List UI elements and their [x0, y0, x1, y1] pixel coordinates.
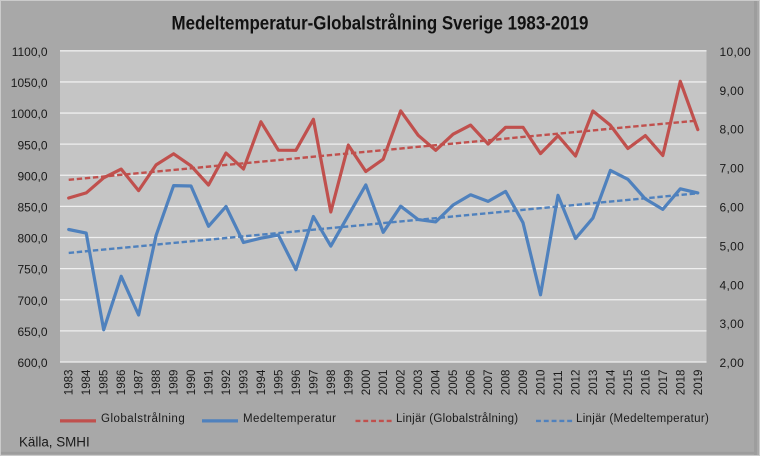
svg-text:2,00: 2,00: [720, 356, 745, 370]
svg-text:Linjär (Globalstrålning): Linjär (Globalstrålning): [396, 413, 518, 425]
svg-text:1000,0: 1000,0: [11, 107, 48, 121]
svg-text:2006: 2006: [466, 370, 478, 396]
svg-text:5,00: 5,00: [720, 239, 745, 253]
svg-text:2002: 2002: [396, 370, 408, 396]
svg-text:2014: 2014: [605, 369, 617, 395]
svg-text:2015: 2015: [623, 370, 635, 396]
svg-text:1984: 1984: [81, 369, 93, 395]
svg-text:2012: 2012: [571, 370, 583, 396]
svg-text:2011: 2011: [553, 370, 565, 395]
svg-text:6,00: 6,00: [720, 201, 745, 215]
svg-text:700,0: 700,0: [17, 294, 47, 308]
svg-text:Källa, SMHI: Källa, SMHI: [19, 434, 90, 449]
svg-text:1997: 1997: [308, 370, 320, 396]
svg-text:2019: 2019: [693, 370, 705, 396]
svg-text:1998: 1998: [326, 370, 338, 396]
svg-text:2000: 2000: [361, 370, 373, 396]
svg-text:850,0: 850,0: [17, 201, 47, 215]
svg-text:Medeltemperatur-Globalstrålnin: Medeltemperatur-Globalstrålning Sverige …: [172, 12, 589, 33]
svg-text:2010: 2010: [536, 370, 548, 396]
svg-text:800,0: 800,0: [17, 232, 47, 246]
svg-text:750,0: 750,0: [17, 263, 47, 277]
svg-text:2003: 2003: [413, 370, 425, 396]
svg-text:1990: 1990: [186, 370, 198, 396]
svg-text:1994: 1994: [256, 369, 268, 395]
svg-text:4,00: 4,00: [720, 278, 745, 292]
svg-text:Linjär (Medeltemperatur): Linjär (Medeltemperatur): [576, 413, 709, 425]
svg-text:8,00: 8,00: [720, 123, 745, 137]
svg-text:1999: 1999: [343, 370, 355, 396]
svg-text:10,00: 10,00: [720, 45, 752, 59]
svg-text:1996: 1996: [291, 370, 303, 396]
svg-text:1100,0: 1100,0: [12, 45, 48, 59]
svg-text:1983: 1983: [64, 370, 76, 396]
svg-text:1050,0: 1050,0: [11, 76, 48, 90]
svg-text:1985: 1985: [99, 370, 111, 396]
svg-text:900,0: 900,0: [17, 169, 47, 183]
svg-text:1989: 1989: [169, 370, 181, 396]
svg-text:1986: 1986: [116, 370, 128, 396]
svg-text:Medeltemperatur: Medeltemperatur: [243, 413, 336, 425]
svg-text:2001: 2001: [378, 370, 390, 396]
svg-text:7,00: 7,00: [720, 162, 745, 176]
svg-text:950,0: 950,0: [17, 138, 47, 152]
svg-text:2005: 2005: [448, 370, 460, 396]
svg-text:650,0: 650,0: [17, 325, 47, 339]
svg-text:9,00: 9,00: [720, 84, 745, 98]
svg-text:600,0: 600,0: [17, 356, 47, 370]
svg-text:2017: 2017: [658, 370, 670, 396]
svg-text:2009: 2009: [518, 370, 530, 396]
svg-text:2007: 2007: [483, 370, 495, 396]
svg-text:1987: 1987: [134, 370, 146, 396]
svg-text:2016: 2016: [640, 370, 652, 396]
svg-text:1991: 1991: [204, 370, 216, 396]
svg-text:1992: 1992: [221, 370, 233, 396]
svg-text:2008: 2008: [501, 370, 513, 396]
svg-text:2013: 2013: [588, 370, 600, 396]
svg-text:Globalstrålning: Globalstrålning: [101, 413, 185, 425]
svg-text:2018: 2018: [675, 370, 687, 396]
svg-text:3,00: 3,00: [720, 317, 745, 331]
svg-text:1995: 1995: [273, 370, 285, 396]
svg-text:1993: 1993: [239, 370, 251, 396]
svg-text:1988: 1988: [151, 370, 163, 396]
svg-text:2004: 2004: [431, 369, 443, 395]
